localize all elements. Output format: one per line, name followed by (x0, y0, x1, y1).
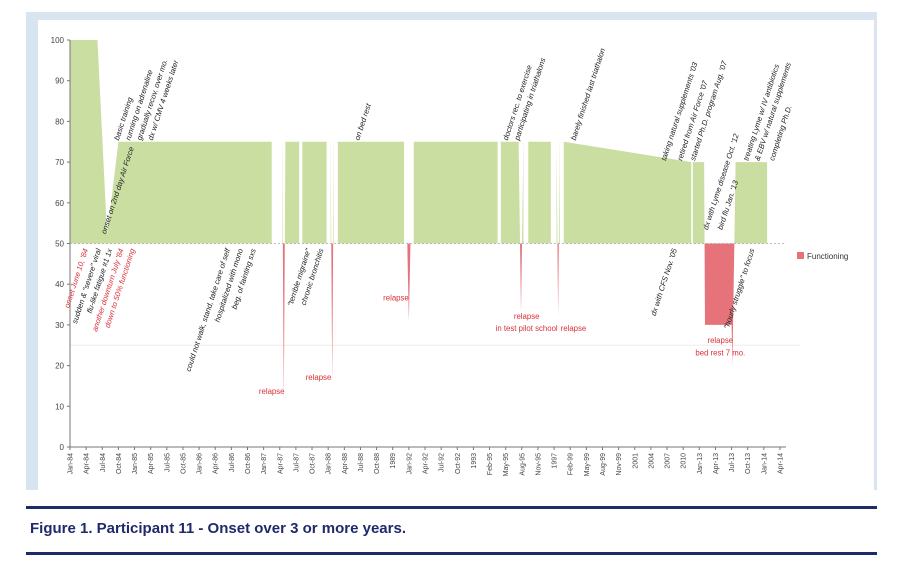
annotation: barely finished last triathalon (569, 47, 607, 141)
x-tick-label: 1989 (390, 453, 397, 469)
x-tick-label: Jul-87 (293, 453, 300, 472)
x-tick-label: 2004 (648, 453, 655, 469)
caption-bottom-rule (26, 552, 877, 555)
x-tick-label: Apr-14 (778, 453, 785, 474)
x-tick-label: Apr-84 (84, 453, 91, 474)
y-tick-label: 70 (55, 158, 64, 167)
x-tick-label: Apr-13 (713, 453, 720, 474)
x-tick-label: Apr-87 (277, 453, 284, 474)
legend: Functioning (797, 252, 848, 261)
x-tick-label: Nov-95 (535, 453, 542, 476)
x-tick-label: Apr-88 (342, 453, 349, 474)
x-tick-label: Jul-88 (358, 453, 365, 472)
x-tick-label: May-95 (503, 453, 510, 476)
x-tick-label: Oct-87 (310, 453, 317, 474)
relapse-label: relapse (383, 293, 409, 302)
legend-label: Functioning (807, 252, 848, 261)
x-tick-label: 2007 (665, 453, 672, 469)
axes-layer: 0 10 20 30 40 50 60 70 80 90 100 Jan-84 Apr-84 Jul-84… (51, 36, 786, 476)
x-tick-label: Feb-95 (487, 453, 494, 475)
figure-caption: Figure 1. Participant 11 - Onset over 3 … (30, 520, 406, 537)
x-tick-label: Apr-86 (213, 453, 220, 474)
x-tick-label: Jan-92 (406, 453, 413, 475)
y-tick-label: 90 (55, 77, 64, 86)
y-tick-label: 20 (55, 362, 64, 371)
x-tick-label: 2001 (632, 453, 639, 469)
x-tick-label: Apr-92 (423, 453, 430, 474)
x-tick-label: Aug-99 (600, 453, 607, 476)
x-tick-label: Jan-84 (68, 453, 75, 475)
x-tick-label: Jan-87 (261, 453, 268, 475)
x-tick-label: May-99 (584, 453, 591, 476)
y-tick-label: 50 (55, 240, 64, 249)
x-tick-label: Jan-86 (197, 453, 204, 475)
x-tick-label: Oct-88 (374, 453, 381, 474)
x-tick-label: Oct-84 (116, 453, 123, 474)
relapse-label: bed rest 7 mo. (695, 348, 745, 357)
y-tick-label: 40 (55, 280, 64, 289)
x-tick-label: Jul-13 (729, 453, 736, 472)
series-functioning (70, 40, 768, 403)
x-tick-label: 1993 (471, 453, 478, 469)
y-tick-label: 10 (55, 402, 64, 411)
x-tick-label: Nov-99 (616, 453, 623, 476)
x-tick-label: Jan-14 (761, 453, 768, 475)
x-tick-label: Oct-86 (245, 453, 252, 474)
x-tick-label: 2010 (681, 453, 688, 469)
annotation: on bed rest (353, 102, 374, 142)
relapse-label: relapse (561, 324, 587, 333)
y-tick-label: 100 (51, 36, 65, 45)
x-tick-label: Jul-85 (164, 453, 171, 472)
functioning-chart: 0 10 20 30 40 50 60 70 80 90 100 Jan-84 Apr-84 Jul-84… (51, 36, 849, 476)
x-tick-label: Jul-86 (229, 453, 236, 472)
x-tick-label: Aug-95 (519, 453, 526, 476)
relapse-label: relapse (708, 336, 734, 345)
y-tick-label: 60 (55, 199, 64, 208)
relapse-label: relapse (306, 373, 332, 382)
x-tick-label: Jul-84 (100, 453, 107, 472)
x-tick-label: Feb-99 (568, 453, 575, 475)
x-tick-label: Oct-85 (180, 453, 187, 474)
x-tick-label: Jan-85 (132, 453, 139, 475)
annotation: dx with CFS Nov. '05 (649, 247, 679, 317)
legend-swatch (797, 252, 804, 259)
x-tick-label: Jan-13 (697, 453, 704, 475)
x-tick-label: Jan-88 (326, 453, 333, 475)
y-tick-label: 0 (60, 443, 65, 452)
plot-panel: 0 10 20 30 40 50 60 70 80 90 100 Jan-84 Apr-84 Jul-84… (38, 20, 874, 490)
x-tick-label: Apr-85 (148, 453, 155, 474)
functioning-area-above (70, 40, 768, 244)
x-tick-label: 1997 (552, 453, 559, 469)
y-tick-label: 30 (55, 321, 64, 330)
area-layer (70, 40, 768, 403)
relapse-label: relapse (259, 387, 285, 396)
relapse-label: relapse (514, 312, 540, 321)
x-tick-label: Oct-13 (745, 453, 752, 474)
x-tick-label: Jul-92 (439, 453, 446, 472)
y-tick-label: 80 (55, 117, 64, 126)
caption-top-rule (26, 506, 877, 509)
relapse-label: in test pilot school (496, 324, 558, 333)
x-tick-label: Oct-92 (455, 453, 462, 474)
